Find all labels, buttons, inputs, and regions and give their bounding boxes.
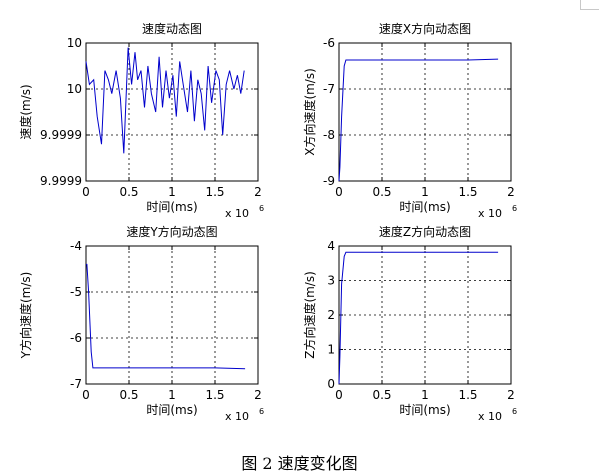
x-axis-multiplier-exponent: 6: [512, 204, 517, 213]
y-axis-label: X方向速度(m/s): [302, 68, 317, 156]
y-tick-label: 3: [327, 274, 335, 288]
x-axis-multiplier: x 10: [478, 207, 502, 220]
x-axis-multiplier: x 10: [225, 410, 249, 423]
x-tick-label: 1.5: [458, 185, 477, 199]
series-line-1: [86, 263, 246, 370]
x-axis-multiplier: x 10: [225, 207, 249, 220]
y-tick-label: 10: [67, 82, 82, 96]
x-tick-label: 0.5: [119, 388, 138, 402]
figure-caption: 图 2 速度变化图: [241, 454, 358, 473]
x-axis-multiplier: x 10: [478, 410, 502, 423]
x-tick-label: 1: [421, 185, 429, 199]
y-tick-label: 0: [327, 377, 335, 391]
y-tick-label: 10: [67, 36, 82, 50]
y-tick-label: -7: [323, 82, 335, 96]
x-axis-label: 时间(ms): [146, 200, 197, 214]
series-line-1: [85, 47, 245, 154]
y-axis-label: Y方向速度(m/s): [18, 272, 33, 360]
x-tick-label: 2: [507, 185, 515, 199]
y-tick-label: -6: [70, 331, 82, 345]
x-axis-multiplier-exponent: 6: [259, 204, 264, 213]
x-tick-label: 0: [82, 185, 90, 199]
y-tick-label: -6: [323, 36, 335, 50]
y-tick-label: 2: [327, 308, 335, 322]
x-axis-multiplier-exponent: 6: [512, 407, 517, 416]
x-tick-label: 0.5: [119, 185, 138, 199]
x-tick-label: 1.5: [205, 185, 224, 199]
y-axis-label: Z方向速度(m/s): [302, 271, 317, 359]
x-tick-label: 0: [82, 388, 90, 402]
x-tick-label: 2: [254, 185, 262, 199]
y-tick-label: -9: [323, 174, 335, 188]
window-edge-vertical: [580, 0, 581, 9]
chart-title: 速度X方向动态图: [379, 21, 471, 36]
x-tick-label: 2: [507, 388, 515, 402]
y-tick-label: 4: [327, 239, 335, 253]
y-tick-label: 1: [327, 343, 335, 357]
x-axis-multiplier-exponent: 6: [259, 407, 264, 416]
x-tick-label: 1.5: [205, 388, 224, 402]
x-tick-label: 0.5: [372, 388, 391, 402]
x-tick-label: 0: [335, 185, 343, 199]
x-axis-label: 时间(ms): [146, 403, 197, 417]
chart-title: 速度Y方向动态图: [126, 224, 217, 239]
y-tick-label: -8: [323, 128, 335, 142]
y-tick-label: -5: [70, 285, 82, 299]
chart-title: 速度Z方向动态图: [379, 224, 471, 239]
series-line-1: [338, 58, 499, 182]
x-axis-label: 时间(ms): [399, 200, 450, 214]
chart-title: 速度动态图: [142, 21, 202, 36]
series-line-1: [338, 251, 499, 385]
x-tick-label: 0: [335, 388, 343, 402]
x-tick-label: 1: [421, 388, 429, 402]
y-tick-label: -4: [70, 239, 82, 253]
x-tick-label: 0.5: [372, 185, 391, 199]
x-tick-label: 1.5: [458, 388, 477, 402]
y-axis-label: 速度(m/s): [18, 84, 33, 139]
x-tick-label: 1: [168, 388, 176, 402]
y-tick-label: 9.9999: [40, 128, 82, 142]
x-axis-label: 时间(ms): [399, 403, 450, 417]
window-edge-horizontal: [580, 9, 599, 10]
y-tick-label: 9.9999: [40, 174, 82, 188]
x-tick-label: 1: [168, 185, 176, 199]
y-tick-label: -7: [70, 377, 82, 391]
x-tick-label: 2: [254, 388, 262, 402]
